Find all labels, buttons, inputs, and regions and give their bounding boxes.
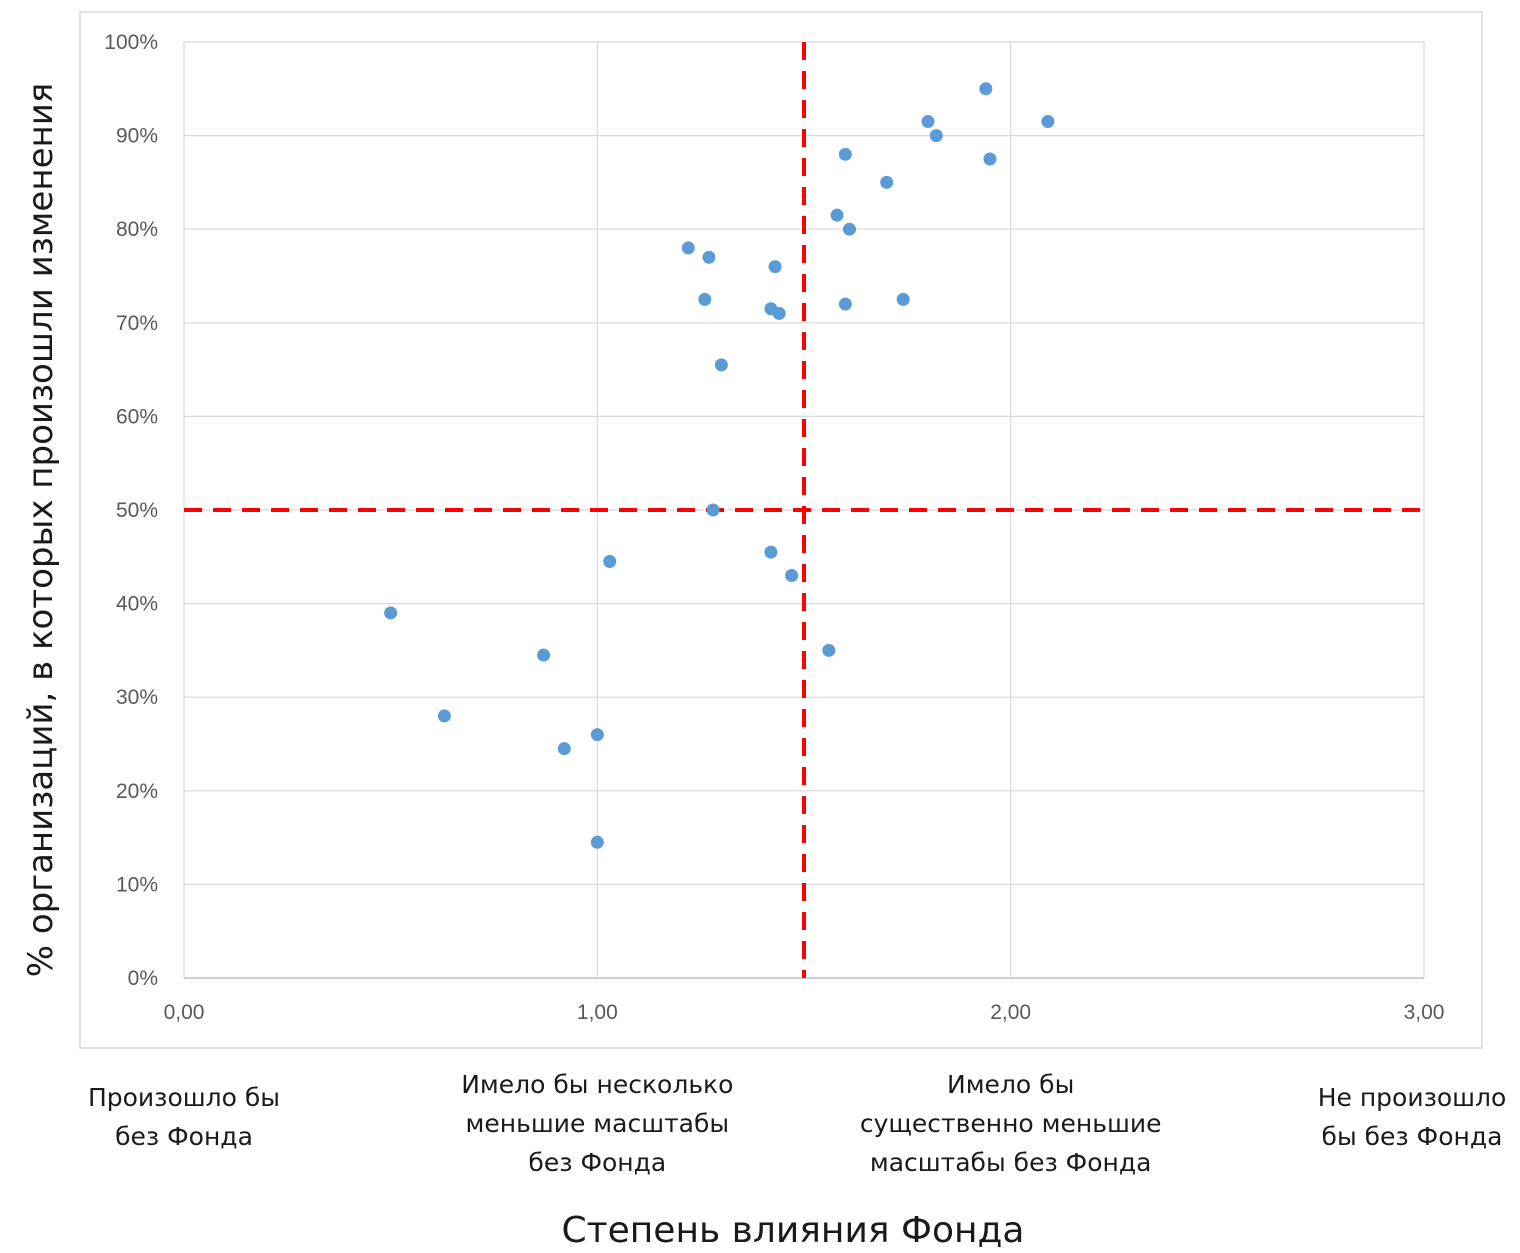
- data-points: [384, 82, 1055, 849]
- data-point: [590, 728, 604, 742]
- data-point: [929, 129, 943, 143]
- x-category-labels: Произошло бы без Фонда Имело бы несколько м…: [88, 1070, 1506, 1177]
- data-point: [842, 222, 856, 236]
- data-point: [880, 175, 894, 189]
- x-category-label: Имело бы существенно меньшие масштабы без …: [860, 1070, 1162, 1177]
- y-tick-label: 90%: [116, 125, 158, 148]
- y-tick-label: 50%: [116, 499, 158, 522]
- data-point: [384, 606, 398, 620]
- data-point: [830, 208, 844, 222]
- data-point: [921, 115, 935, 129]
- data-point: [1041, 115, 1055, 129]
- data-point: [698, 292, 712, 306]
- data-point: [437, 709, 451, 723]
- data-point: [706, 503, 720, 517]
- x-axis-label: Степень влияния Фонда: [562, 1210, 1025, 1251]
- x-tick-label: 0,00: [164, 1001, 205, 1024]
- x-category-label: Не произошло бы без Фонда: [1318, 1083, 1507, 1151]
- x-axis-ticks: 0,00 1,00 2,00 3,00: [164, 1001, 1445, 1024]
- data-point: [681, 241, 695, 255]
- data-point: [785, 569, 799, 583]
- data-point: [838, 147, 852, 161]
- y-tick-label: 70%: [116, 312, 158, 335]
- data-point: [896, 292, 910, 306]
- y-tick-label: 30%: [116, 686, 158, 709]
- y-tick-label: 20%: [116, 780, 158, 803]
- data-point: [979, 82, 993, 96]
- y-axis-ticks: 0% 10% 20% 30% 40% 50% 60% 70% 80% 90% 100%: [104, 31, 158, 990]
- data-point: [590, 835, 604, 849]
- x-category-label: Произошло бы без Фонда: [88, 1083, 280, 1151]
- x-category-label: Имело бы несколько меньшие масштабы без Фо…: [461, 1070, 733, 1177]
- y-tick-label: 100%: [104, 31, 158, 54]
- y-tick-label: 0%: [128, 967, 158, 990]
- data-point: [983, 152, 997, 166]
- data-point: [557, 742, 571, 756]
- data-point: [838, 297, 852, 311]
- chart-area-border: [79, 11, 1483, 1049]
- data-point: [772, 306, 786, 320]
- data-point: [603, 554, 617, 568]
- reference-lines: [184, 42, 1424, 978]
- data-point: [822, 643, 836, 657]
- y-axis-label: % организаций, в которых произошли измен…: [21, 83, 61, 978]
- data-point: [537, 648, 551, 662]
- y-tick-label: 40%: [116, 593, 158, 616]
- y-tick-label: 80%: [116, 218, 158, 241]
- data-point: [768, 260, 782, 274]
- x-tick-label: 2,00: [990, 1001, 1031, 1024]
- x-tick-label: 1,00: [577, 1001, 618, 1024]
- y-tick-label: 10%: [116, 873, 158, 896]
- data-point: [702, 250, 716, 264]
- x-tick-label: 3,00: [1404, 1001, 1445, 1024]
- data-point: [764, 545, 778, 559]
- data-point: [714, 358, 728, 372]
- y-tick-label: 60%: [116, 405, 158, 428]
